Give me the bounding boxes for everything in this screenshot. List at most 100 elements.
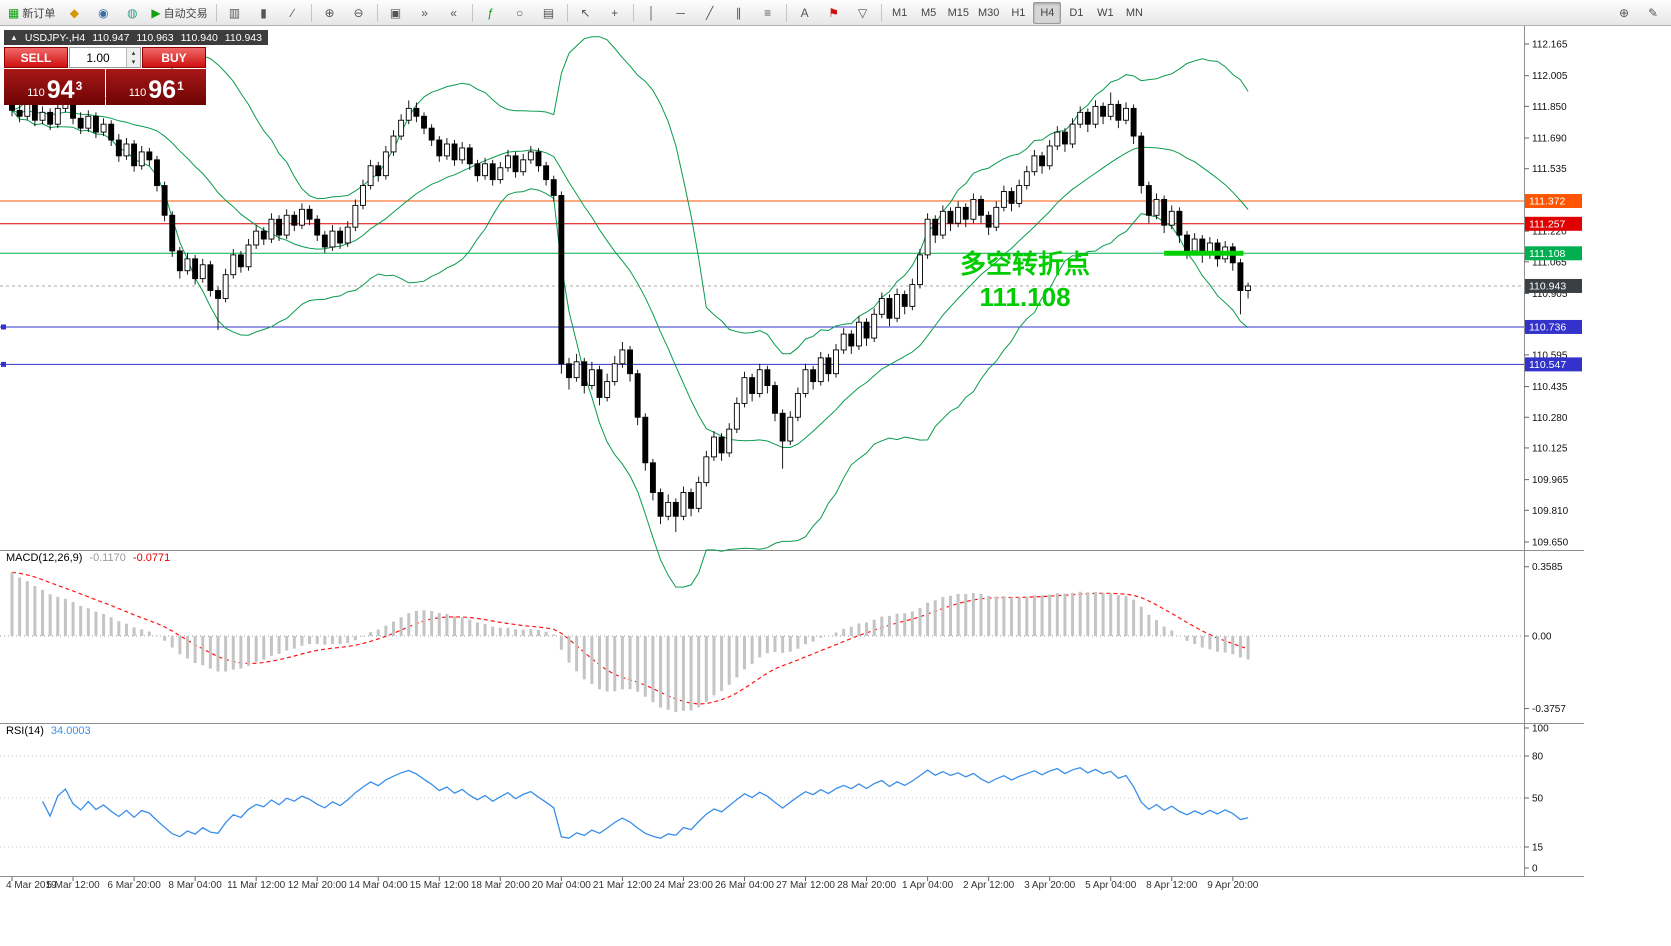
market-depth-button[interactable]: ◆ xyxy=(60,2,88,24)
svg-text:110.280: 110.280 xyxy=(1532,413,1568,424)
svg-text:-0.3757: -0.3757 xyxy=(1532,704,1566,715)
timeframe-m5-button[interactable]: M5 xyxy=(920,6,937,19)
templates-button[interactable]: ▤ xyxy=(535,2,563,24)
trendline-button[interactable]: ╱ xyxy=(696,2,724,24)
autoscroll-button[interactable]: » xyxy=(411,2,439,24)
svg-text:111.065: 111.065 xyxy=(1532,257,1567,268)
svg-text:18 Mar 20:00: 18 Mar 20:00 xyxy=(471,880,530,891)
crosshair-button[interactable]: + xyxy=(601,2,629,24)
channel-button[interactable]: ∥ xyxy=(725,2,753,24)
svg-text:4 Mar 2019: 4 Mar 2019 xyxy=(6,880,57,891)
crosshair-icon: + xyxy=(611,5,619,20)
one-click-trading: SELL 1.00 ▴ ▾ BUY 110 94 3 110 96 1 xyxy=(4,47,206,105)
lot-size-field[interactable]: 1.00 ▴ ▾ xyxy=(69,47,141,68)
new-order-button[interactable]: ▦ 新订单 xyxy=(4,2,59,24)
svg-text:15 Mar 12:00: 15 Mar 12:00 xyxy=(410,880,469,891)
timeframe-w1-button[interactable]: W1 xyxy=(1097,6,1114,19)
svg-text:0.3585: 0.3585 xyxy=(1532,562,1563,573)
svg-text:0: 0 xyxy=(1532,864,1538,875)
svg-text:2 Apr 12:00: 2 Apr 12:00 xyxy=(963,880,1015,891)
alerts-button[interactable]: ◍ xyxy=(118,2,146,24)
rsi-panel: 100 80 50 15 0 xyxy=(0,724,1549,875)
ask-big-digits: 96 xyxy=(148,76,177,104)
fibonacci-button[interactable]: ≡ xyxy=(754,2,782,24)
timeframe-m1-button[interactable]: M1 xyxy=(891,6,908,19)
bid-price-panel[interactable]: 110 94 3 xyxy=(4,69,105,105)
line-chart-icon: ∕ xyxy=(291,5,294,20)
vertical-line-button[interactable]: │ xyxy=(638,2,666,24)
level-handle[interactable] xyxy=(1,361,6,367)
profiles-button[interactable]: ◉ xyxy=(89,2,117,24)
macd-main-value: -0.1170 xyxy=(89,552,126,564)
search-plus-button[interactable]: ⊕ xyxy=(1610,2,1638,24)
tile-windows-button[interactable]: ▣ xyxy=(382,2,410,24)
text-tool-icon: A xyxy=(800,5,809,20)
edit-button[interactable]: ✎ xyxy=(1639,2,1667,24)
bar-chart-button[interactable]: ▥ xyxy=(221,2,249,24)
timeframe-mn-button[interactable]: MN xyxy=(1125,6,1143,19)
rsi-label-row: RSI(14) 34.0003 xyxy=(6,725,91,737)
svg-text:8 Mar 04:00: 8 Mar 04:00 xyxy=(168,880,222,891)
svg-text:15: 15 xyxy=(1532,843,1544,854)
cursor-icon: ↖ xyxy=(580,5,591,20)
lot-down-button[interactable]: ▾ xyxy=(127,57,140,67)
profiles-icon: ◉ xyxy=(98,5,109,20)
label-tool-icon: ⚑ xyxy=(828,5,839,20)
lot-spinner: ▴ ▾ xyxy=(126,48,140,67)
annotation-line1: 多空转折点 xyxy=(959,249,1090,279)
cursor-button[interactable]: ↖ xyxy=(572,2,600,24)
svg-text:111.850: 111.850 xyxy=(1532,102,1567,113)
ask-price-panel[interactable]: 110 96 1 xyxy=(105,69,206,105)
price-axis: 112.165 112.005 111.850 111.690 111.535 111.2… xyxy=(1524,40,1569,549)
zoom-out-button[interactable]: ⊖ xyxy=(345,2,373,24)
toolbar-separator xyxy=(785,3,787,22)
svg-text:111.372: 111.372 xyxy=(1529,196,1566,208)
bar-chart-icon: ▥ xyxy=(228,5,241,20)
svg-text:110.905: 110.905 xyxy=(1532,289,1568,300)
periods-button[interactable]: ○ xyxy=(506,2,534,24)
svg-text:27 Mar 12:00: 27 Mar 12:00 xyxy=(776,880,835,891)
macd-title: MACD(12,26,9) xyxy=(6,552,83,564)
toolbar-separator xyxy=(215,3,217,22)
level-handle[interactable] xyxy=(1,324,6,330)
horizontal-line-icon: ─ xyxy=(676,5,685,20)
shift-end-button[interactable]: « xyxy=(440,2,468,24)
rsi-title: RSI(14) xyxy=(6,725,44,737)
edit-icon: ✎ xyxy=(1647,5,1659,20)
new-order-label: 新订单 xyxy=(22,7,56,20)
annotation-line2: 111.108 xyxy=(979,282,1071,312)
timeframe-m30-button[interactable]: M30 xyxy=(977,6,1000,19)
toolbar-separator xyxy=(471,3,473,22)
autotrading-button[interactable]: ▶ 自动交易 xyxy=(147,2,211,24)
label-tool-button[interactable]: ⚑ xyxy=(820,2,848,24)
zoom-out-icon: ⊖ xyxy=(353,5,364,20)
toolbar-separator xyxy=(310,3,312,22)
buy-button[interactable]: BUY xyxy=(142,47,206,68)
zoom-in-button[interactable]: ⊕ xyxy=(316,2,344,24)
arrows-tool-icon: ▽ xyxy=(857,5,868,20)
price-tag-110.736: 110.736 xyxy=(1525,319,1582,334)
timeframe-h1-button[interactable]: H1 xyxy=(1011,6,1026,19)
sell-button[interactable]: SELL xyxy=(4,47,68,68)
arrows-tool-button[interactable]: ▽ xyxy=(849,2,877,24)
candle-chart-button[interactable]: ▮ xyxy=(250,2,278,24)
symbol-ohlc-strip: ▲ USDJPY-,H4 110.947 110.963 110.940 110… xyxy=(4,30,268,45)
horizontal-line-button[interactable]: ─ xyxy=(667,2,695,24)
ask-prefix: 110 xyxy=(128,87,147,99)
collapse-icon[interactable]: ▲ xyxy=(10,33,18,42)
timeframe-d1-button[interactable]: D1 xyxy=(1069,6,1084,19)
indicators-button[interactable]: ƒ xyxy=(477,2,505,24)
lot-up-button[interactable]: ▴ xyxy=(127,48,140,58)
new-order-icon: ▦ xyxy=(8,5,20,20)
autotrading-label: 自动交易 xyxy=(163,7,208,20)
macd-histogram xyxy=(10,572,1250,712)
lot-size-value[interactable]: 1.00 xyxy=(86,50,110,65)
svg-text:20 Mar 04:00: 20 Mar 04:00 xyxy=(532,880,591,891)
text-tool-button[interactable]: A xyxy=(791,2,819,24)
annotation-text[interactable]: 多空转折点 111.108 xyxy=(930,248,1120,314)
timeframe-h4-button[interactable]: H4 xyxy=(1033,1,1062,24)
level-lines xyxy=(0,200,1524,367)
timeframe-m15-button[interactable]: M15 xyxy=(947,6,969,19)
line-chart-button[interactable]: ∕ xyxy=(279,2,307,24)
